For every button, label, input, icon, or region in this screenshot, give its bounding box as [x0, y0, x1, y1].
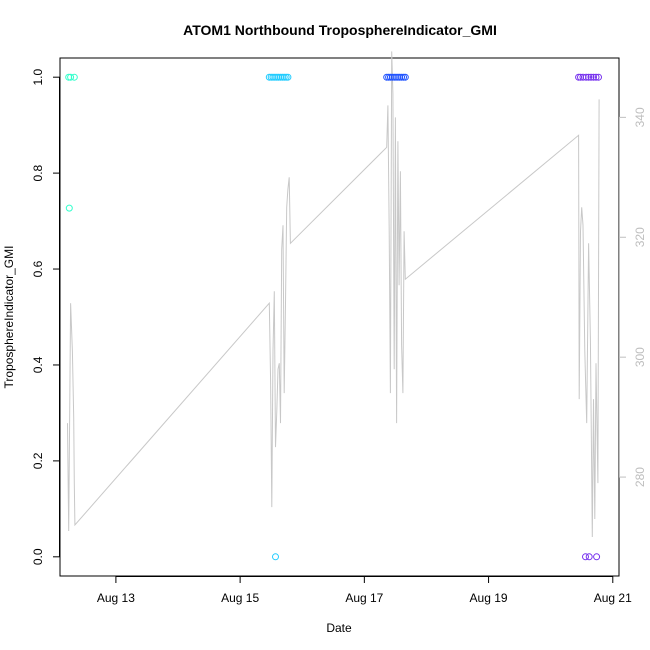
- x-tick-label: Aug 17: [345, 591, 383, 605]
- data-point: [582, 73, 590, 81]
- data-point: [70, 73, 78, 81]
- x-tick-label: Aug 15: [221, 591, 259, 605]
- points-layer: [65, 73, 602, 561]
- data-point: [280, 73, 288, 81]
- data-point: [398, 73, 406, 81]
- data-point: [582, 553, 589, 561]
- plot-frame: [59, 57, 620, 577]
- data-point: [65, 204, 73, 212]
- y-axis-label: TroposphereIndicator_GMI: [2, 246, 16, 389]
- data-point: [585, 73, 593, 81]
- data-point: [595, 73, 602, 81]
- x-tick-label: Aug 21: [594, 591, 632, 605]
- y-tick-label: 0.6: [31, 260, 45, 277]
- x-axis-label: Date: [326, 621, 352, 635]
- y2-tick-label: 340: [633, 107, 647, 127]
- data-point: [587, 73, 595, 81]
- right-y-axis: 280 300 320 340: [619, 107, 647, 487]
- data-point: [284, 73, 292, 81]
- data-point: [593, 553, 601, 561]
- y-tick-label: 0.2: [31, 452, 45, 469]
- y-tick-label: 0.0: [31, 548, 45, 565]
- data-point: [575, 73, 583, 81]
- data-point: [585, 553, 593, 561]
- data-point: [592, 73, 600, 81]
- x-axis: Aug 13 Aug 15 Aug 17 Aug 19 Aug 21: [97, 576, 632, 605]
- data-point: [67, 73, 75, 81]
- y2-tick-label: 300: [633, 347, 647, 367]
- y-tick-label: 1.0: [31, 69, 45, 86]
- y-tick-label: 0.8: [31, 164, 45, 181]
- x-tick-label: Aug 13: [97, 591, 135, 605]
- line-series: [67, 51, 600, 538]
- y-tick-label: 0.4: [31, 356, 45, 373]
- data-point: [272, 553, 279, 561]
- data-point: [590, 73, 597, 81]
- x-tick-label: Aug 19: [470, 591, 508, 605]
- data-point: [401, 73, 409, 81]
- chart-title: ATOM1 Northbound TroposphereIndicator_GM…: [183, 22, 497, 38]
- right-axis-line-layer: [67, 51, 600, 538]
- y2-tick-label: 320: [633, 227, 647, 247]
- y-axis: 0.0 0.2 0.4 0.6 0.8 1.0: [31, 69, 60, 565]
- y2-tick-label: 280: [633, 467, 647, 487]
